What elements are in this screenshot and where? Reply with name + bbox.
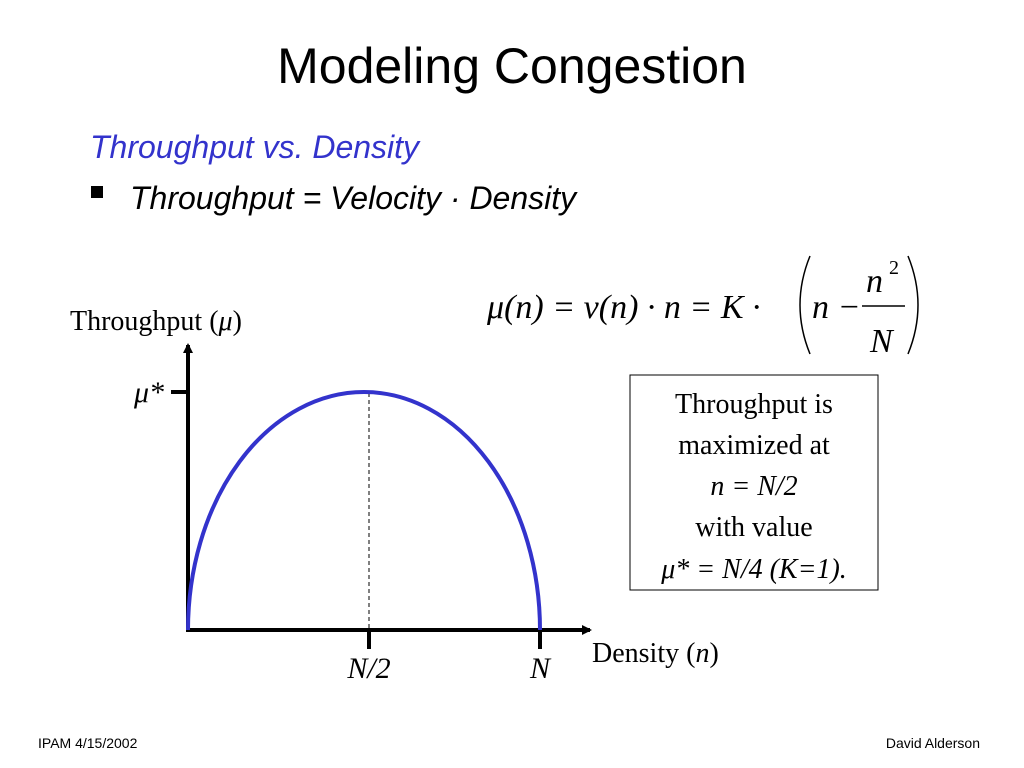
note-line: with value [695,512,812,543]
x-label-text: Density ( [592,638,695,669]
throughput-curve [186,390,542,631]
bullet-text: Throughput = Velocity · Density [130,180,578,216]
mid-label: N/2 [346,652,390,685]
note-line: μ* = N/4 (K=1). [660,554,847,585]
title: Modeling Congestion [277,38,747,94]
formula: μ(n) = v(n) · n = K · n − n 2 N [486,255,919,360]
subtitle: Throughput vs. Density [90,129,421,165]
footer-left: IPAM 4/15/2002 [38,735,138,751]
y-label-close: ) [233,306,242,337]
y-axis-label: Throughput (μ) [70,306,242,337]
formula-inner: n − [812,289,860,326]
note-line: maximized at [678,430,830,461]
x-label-close: ) [709,638,718,669]
x-axis-label: Density (n) [592,638,719,669]
formula-exponent: 2 [889,257,899,279]
end-label: N [529,652,552,685]
paren-right [907,255,919,355]
note: Throughput is maximized at n = N/2 with … [660,389,847,585]
note-box [629,374,879,591]
peak-label: μ* [133,376,164,409]
note-line: Throughput is [675,389,833,420]
y-label-text: Throughput ( [70,306,219,337]
footer-right: David Alderson [886,735,980,751]
paren-left [799,255,811,355]
formula-denominator: N [869,323,895,360]
bullet-marker [91,186,103,198]
note-line: n = N/2 [710,471,797,502]
formula-lhs: μ(n) = v(n) · n = K · [486,289,761,326]
x-label-symbol: n [695,638,709,669]
formula-numerator: n [866,263,883,300]
y-label-symbol: μ [218,306,233,337]
